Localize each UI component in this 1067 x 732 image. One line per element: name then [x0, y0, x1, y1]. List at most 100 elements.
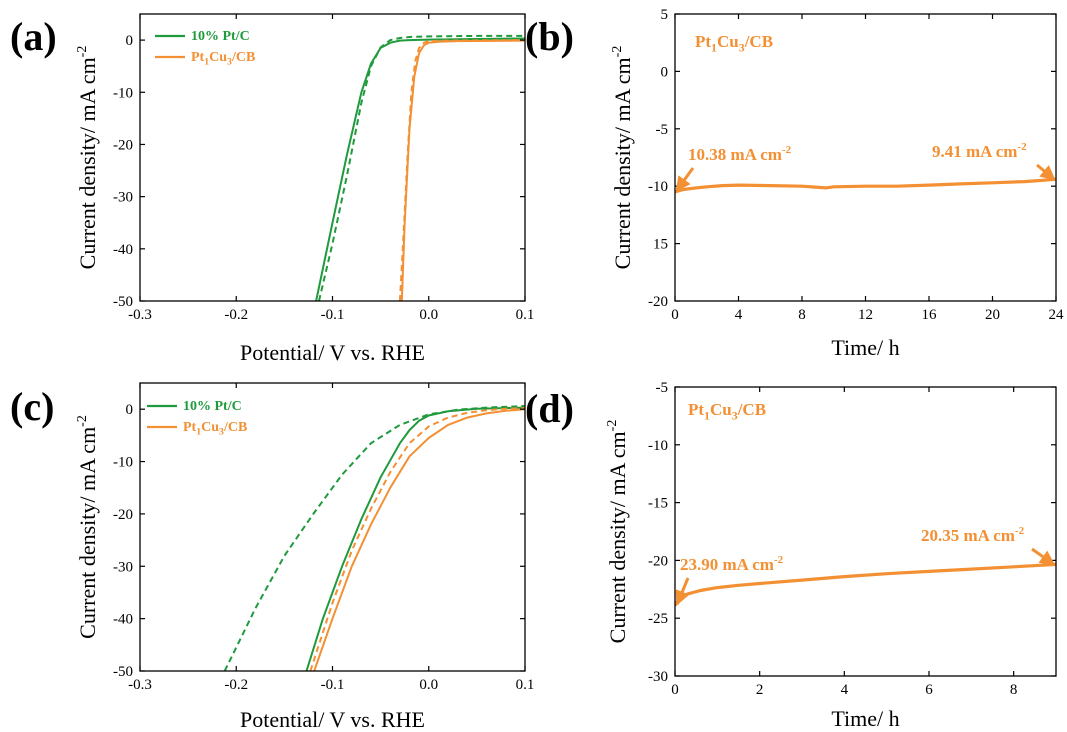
y-axis-label-sup: -2: [75, 415, 90, 427]
y-axis-label: Current density/ mA cm-2: [75, 46, 100, 270]
y-tick-label: -50: [113, 294, 133, 310]
series-line-1: [315, 37, 525, 301]
panel-d: 0 2 4 6 8 -30 -25 -20 -15 -10 -5 (d) Time/ h Current …: [525, 380, 1057, 731]
sample-label-part: /CB: [744, 32, 773, 51]
legend-label-part: 10% Pt/C: [191, 29, 250, 44]
y-tick-label: -5: [656, 122, 669, 138]
annotation-label: 10.38 mA cm-2: [688, 144, 792, 164]
y-tick-label: -10: [648, 179, 668, 195]
y-tick-label: 0: [661, 64, 669, 80]
legend-label: Pt1Cu3/CB: [191, 50, 255, 68]
x-tick-label: -0.2: [224, 677, 248, 693]
series-line-2: [318, 34, 525, 301]
sample-label-part: /CB: [737, 400, 766, 419]
annotation-arrow: [1031, 547, 1056, 566]
y-tick-label: -20: [648, 294, 668, 310]
y-tick-label: 0: [126, 402, 134, 418]
x-tick-label: 0: [671, 307, 679, 323]
y-axis-label-main: Current density/ mA cm: [75, 57, 100, 269]
panel-a: -0.3 -0.2 -0.1 0.0 0.1 -50 -40 -30 -20 -10 0 (a) Pot…: [10, 13, 535, 365]
legend-label-part: Cu: [201, 420, 219, 435]
annotation-label: 23.90 mA cm-2: [680, 554, 784, 574]
series-line-4: [398, 39, 525, 301]
x-tick-label: 16: [922, 307, 938, 323]
sample-label-part: 1: [704, 408, 710, 422]
legend-label-part: 1: [196, 427, 201, 438]
x-tick-label: 20: [985, 307, 1000, 323]
y-axis-label: Current density/ mA cm-2: [610, 46, 635, 270]
x-tick-label: -0.3: [128, 307, 152, 323]
y-tick-label: -20: [648, 553, 668, 569]
sample-label: Pt1Cu3/CB: [695, 32, 773, 54]
series-line-1: [305, 406, 525, 671]
y-tick-label: -15: [648, 496, 668, 512]
annotation-main: 23.90 mA cm: [680, 555, 774, 574]
sample-label-part: 3: [739, 40, 745, 54]
annotation-sup: -2: [1017, 141, 1027, 153]
x-axis-label: Time/ h: [831, 335, 899, 360]
x-tick-label: 0.0: [419, 307, 438, 323]
y-axis-label-main: Current density/ mA cm: [75, 427, 100, 639]
x-tick-label: 4: [841, 682, 849, 698]
x-tick-label: 8: [1010, 682, 1018, 698]
x-tick-label: 12: [858, 307, 873, 323]
x-tick-label: 0.1: [516, 677, 535, 693]
y-axis-label: Current density/ mA cm-2: [75, 415, 100, 639]
sample-label-part: Cu: [710, 400, 732, 419]
y-tick-label: -10: [113, 85, 133, 101]
annotation-arrow: [1036, 163, 1056, 181]
y-tick-label: -5: [656, 380, 669, 396]
sample-label-part: Cu: [717, 32, 739, 51]
y-tick-label: -30: [648, 669, 668, 685]
y-tick-label: -30: [113, 559, 133, 575]
sample-label: Pt1Cu3/CB: [688, 400, 766, 422]
y-tick-label: -25: [648, 611, 668, 627]
legend-label-part: 3: [219, 427, 224, 438]
y-axis-label-main: Current density/ mA cm: [610, 57, 635, 269]
legend-label: Pt1Cu3/CB: [183, 420, 247, 438]
y-tick-label: -30: [113, 190, 133, 206]
x-axis-label: Time/ h: [831, 706, 899, 731]
legend: 10% Pt/C Pt1Cu3/CB: [155, 29, 255, 68]
legend-label-part: 1: [204, 57, 209, 68]
series-line-2: [223, 405, 525, 671]
annotation-sup: -2: [782, 144, 792, 156]
y-tick-label: 0: [126, 33, 134, 49]
annotation-label: 20.35 mA cm-2: [921, 525, 1025, 545]
x-axis-label: Potential/ V vs. RHE: [240, 707, 425, 732]
series-line-4: [309, 407, 525, 671]
sample-label-part: Pt: [688, 400, 704, 419]
legend-label-part: Pt: [183, 420, 197, 435]
x-tick-label: -0.2: [224, 307, 248, 323]
annotation-arrow: [675, 167, 695, 192]
x-tick-label: 24: [1049, 307, 1065, 323]
legend-label-part: Pt: [191, 50, 205, 65]
series-line-1: [675, 177, 1056, 194]
y-axis-label-main: Current density/ mA cm: [605, 431, 630, 643]
panel-label: (c): [10, 384, 54, 429]
x-tick-label: 8: [798, 307, 806, 323]
panel-label: (a): [10, 14, 57, 59]
annotation-label: 9.41 mA cm-2: [932, 141, 1027, 161]
annotation-main: 10.38 mA cm: [688, 145, 782, 164]
y-axis-label-sup: -2: [605, 420, 620, 432]
sample-label-part: Pt: [695, 32, 711, 51]
x-tick-label: 0.0: [419, 677, 438, 693]
annotation-sup: -2: [1015, 525, 1025, 537]
x-tick-label: -0.1: [321, 307, 345, 323]
legend-label-part: /CB: [223, 420, 247, 435]
panel-b: 0 4 8 12 16 20 24 -20 15 -10 -5 0 5 (b) Time/ h Current…: [525, 7, 1064, 360]
y-axis-label-sup: -2: [75, 46, 90, 58]
sample-label-part: 1: [711, 40, 717, 54]
legend-label: 10% Pt/C: [191, 29, 250, 44]
annotation-main: 9.41 mA cm: [932, 142, 1017, 161]
x-tick-label: -0.1: [321, 677, 345, 693]
x-tick-label: -0.3: [128, 677, 152, 693]
annotation-sup: -2: [774, 554, 784, 566]
panel-label: (b): [525, 14, 574, 59]
x-tick-label: 0.1: [516, 307, 535, 323]
panel-c: -0.3 -0.2 -0.1 0.0 0.1 -50 -40 -30 -20 -10 0 (c) Pot…: [10, 382, 535, 732]
x-tick-label: 4: [735, 307, 743, 323]
plot-frame: [674, 386, 1057, 677]
